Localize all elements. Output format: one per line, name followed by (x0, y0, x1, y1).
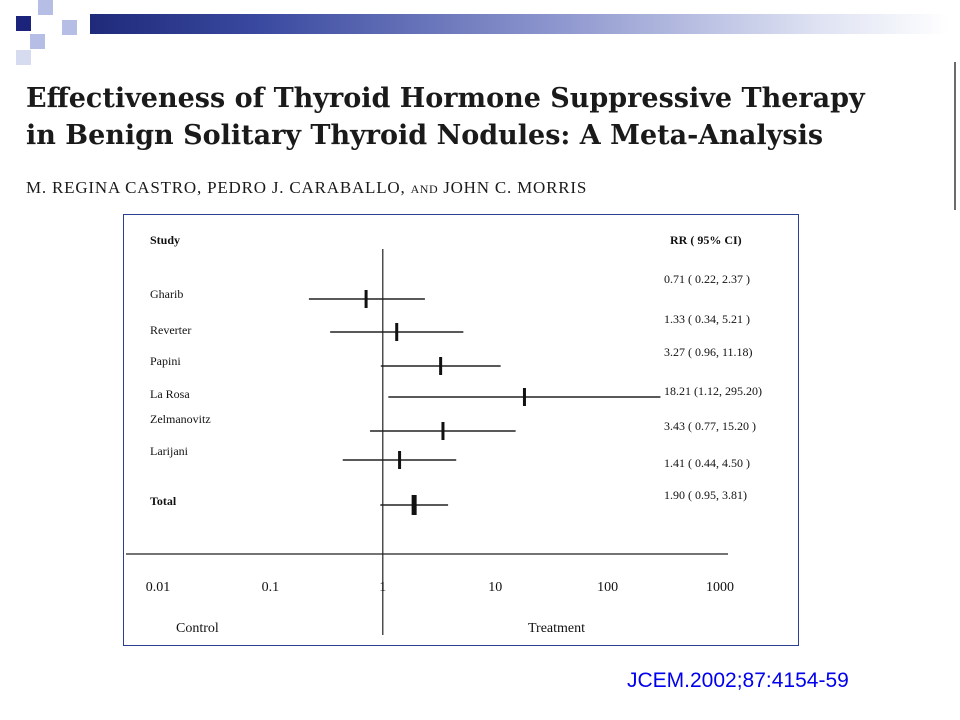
rr-point-estimate (395, 323, 399, 341)
decorative-square (38, 0, 53, 15)
decorative-square (62, 20, 77, 35)
forest-plot: Study RR ( 95% CI) 0.01 0.1 1 10 100 1000 Contro… (126, 233, 762, 636)
study-column-header: Study (150, 233, 180, 247)
authors-part-2: JOHN C. MORRIS (443, 178, 588, 197)
decorative-square (16, 50, 31, 65)
paper-title: Effectiveness of Thyroid Hormone Suppres… (26, 80, 865, 154)
study-name: Reverter (150, 323, 191, 337)
rr-column-header: RR ( 95% CI) (670, 233, 742, 247)
decorative-square (30, 34, 45, 49)
study-name: Gharib (150, 287, 183, 301)
decorative-square (16, 16, 31, 31)
scan-edge-line (954, 62, 956, 210)
x-tick-label: 0.01 (146, 580, 171, 595)
rr-value-label: 18.21 (1.12, 295.20) (664, 384, 762, 398)
rr-point-estimate (439, 357, 443, 375)
citation-link[interactable]: JCEM.2002;87:4154-59 (627, 669, 849, 692)
right-favours-label: Treatment (528, 621, 585, 636)
study-name: Papini (150, 354, 181, 368)
study-name: Larijani (150, 444, 189, 458)
study-name: La Rosa (150, 387, 190, 401)
paper-title-line-2: in Benign Solitary Thyroid Nodules: A Me… (26, 120, 824, 151)
header-gradient-bar (90, 14, 950, 34)
total-point-estimate (411, 495, 417, 515)
rr-value-label: 1.41 ( 0.44, 4.50 ) (664, 456, 750, 470)
rr-point-estimate (522, 388, 526, 406)
authors-and: AND (410, 182, 439, 196)
rr-point-estimate (364, 290, 368, 308)
left-favours-label: Control (176, 621, 219, 636)
x-tick-label: 100 (597, 580, 618, 595)
rr-point-estimate (398, 451, 402, 469)
rr-value-label: 0.71 ( 0.22, 2.37 ) (664, 272, 750, 286)
rr-value-label: 3.27 ( 0.96, 11.18) (664, 345, 753, 359)
x-tick-label: 1000 (706, 580, 734, 595)
authors-line: M. REGINA CASTRO, PEDRO J. CARABALLO, AN… (26, 178, 587, 198)
x-tick-label: 10 (488, 580, 502, 595)
x-tick-label: 0.1 (262, 580, 280, 595)
forest-plot-frame: Study RR ( 95% CI) 0.01 0.1 1 10 100 1000 Contro… (123, 214, 799, 646)
total-label: Total (150, 494, 177, 508)
x-tick-label: 1 (379, 580, 386, 595)
total-rr-label: 1.90 ( 0.95, 3.81) (664, 488, 747, 502)
study-name: Zelmanovitz (150, 412, 211, 426)
authors-part-1: M. REGINA CASTRO, PEDRO J. CARABALLO, (26, 178, 406, 197)
paper-title-line-1: Effectiveness of Thyroid Hormone Suppres… (26, 83, 865, 114)
rr-value-label: 1.33 ( 0.34, 5.21 ) (664, 312, 750, 326)
rr-point-estimate (441, 422, 445, 440)
rr-value-label: 3.43 ( 0.77, 15.20 ) (664, 419, 756, 433)
